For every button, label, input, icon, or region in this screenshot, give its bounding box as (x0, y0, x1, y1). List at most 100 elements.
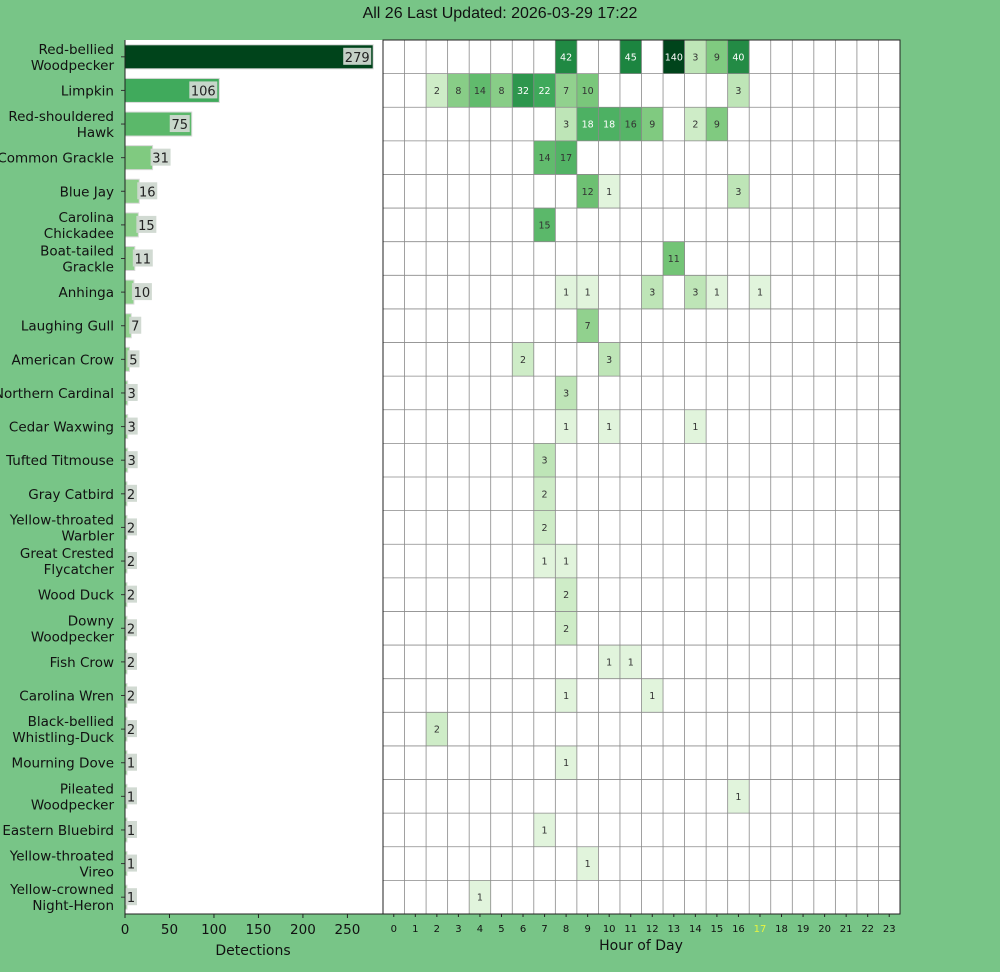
heatmap-cell-value: 1 (542, 557, 548, 568)
heatmap-cell-value: 12 (582, 187, 594, 198)
bar (124, 178, 140, 204)
heatmap-cell (533, 140, 556, 175)
bar-category-label: Red-shouldered (8, 109, 114, 125)
heatmap-cell (533, 443, 556, 477)
heatmap-cell (555, 73, 577, 108)
bar-value-label-box (125, 619, 137, 637)
hour-tick-label: 20 (818, 924, 831, 935)
bar-value-label-box (125, 383, 138, 401)
heatmap-cell (555, 409, 577, 444)
bar-category-label: Woodpecker (31, 58, 115, 74)
bar-value-label-box (125, 753, 137, 771)
heatmap-cell (576, 107, 599, 141)
heatmap-cell (555, 40, 577, 74)
bar-value-label-box (136, 215, 157, 233)
heatmap-cell-value: 1 (649, 691, 655, 702)
heatmap-cell (663, 40, 685, 74)
bar-value-label-box (150, 148, 171, 166)
bar-category-label: Red-bellied (38, 42, 114, 58)
bar-value-label-box (169, 115, 190, 133)
heatmap-cell (512, 342, 534, 377)
bar-category-label: Woodpecker (31, 797, 115, 813)
heatmap-cell-value: 1 (606, 187, 612, 198)
bar-category-label: Yellow-crowned (9, 882, 114, 898)
bar-value-label: 2 (127, 723, 135, 738)
heatmap-cell (749, 275, 771, 309)
bar-value-label: 2 (127, 589, 135, 604)
heatmap-cell-value: 3 (606, 355, 612, 366)
heatmap-cell (533, 208, 556, 242)
bar-category-label: Warbler (62, 528, 115, 544)
heatmap-cell-value: 7 (585, 321, 591, 332)
heatmap-cell (469, 73, 491, 108)
heatmap-cell (555, 745, 577, 780)
page-title: All 26 Last Updated: 2026-03-29 17:22 (362, 5, 638, 22)
heatmap-cell (684, 107, 707, 141)
heatmap-cell (555, 275, 577, 309)
heatmap-cell-value: 2 (563, 590, 569, 601)
bar-value-label-box (137, 182, 158, 200)
heatmap-cell-value: 1 (585, 859, 591, 870)
bar-category-label: Night-Heron (32, 898, 114, 914)
bar-value-label-box (125, 820, 137, 838)
bar-value-label-box (125, 451, 138, 469)
heatmap-cell-value: 45 (625, 52, 637, 63)
heatmap-cell (684, 275, 707, 309)
heatmap-cell (727, 779, 750, 814)
heatmap-cell (576, 73, 599, 108)
heatmap-cell-value: 10 (582, 86, 594, 97)
heatmap-cell (727, 174, 750, 209)
bar-category-label: Anhinga (59, 285, 115, 301)
hour-tick-label: 13 (667, 924, 680, 935)
heatmap-cell-value: 2 (434, 725, 440, 736)
x-tick-label: 250 (335, 922, 361, 938)
bar-category-label: Cedar Waxwing (9, 420, 114, 436)
bar (124, 145, 154, 171)
heatmap-x-axis-label: Hour of Day (599, 938, 683, 954)
heatmap-cell-value: 40 (732, 52, 744, 63)
heatmap-cell (663, 241, 685, 276)
bar-category-label: Woodpecker (31, 629, 115, 645)
heatmap-cell-value: 9 (714, 52, 720, 63)
bar-category-label: Northern Cardinal (0, 386, 114, 402)
bar-value-label-box (125, 787, 137, 805)
bar-category-label: Boat-tailed (40, 244, 114, 260)
heatmap-cell (576, 308, 599, 343)
hour-tick-label: 19 (797, 924, 810, 935)
heatmap-cell-value: 8 (455, 86, 461, 97)
bar-category-label: Hawk (77, 125, 114, 141)
bar-category-label: Whistling-Duck (12, 730, 114, 746)
bar-plot-area (125, 40, 383, 914)
heatmap-cell-value: 1 (563, 557, 569, 568)
bar-category-label: Limpkin (61, 83, 114, 99)
heatmap-cell-value: 18 (582, 120, 594, 131)
bar-value-label: 7 (131, 320, 139, 335)
heatmap-cell-value: 3 (542, 456, 548, 467)
heatmap-cell (706, 275, 728, 309)
hour-tick-label: 3 (455, 924, 461, 935)
heatmap-cell (555, 577, 577, 612)
bar-category-label: Yellow-throated (9, 849, 114, 865)
bar-value-label: 15 (138, 219, 155, 234)
bar-category-label: Carolina (58, 210, 114, 226)
hour-tick-label: 2 (434, 924, 440, 935)
bar-category-label: Flycatcher (44, 562, 115, 578)
hour-tick-label: 7 (541, 924, 547, 935)
heatmap-cell-value: 3 (735, 86, 741, 97)
heatmap-cell-value: 1 (714, 288, 720, 299)
heatmap-cell-value: 2 (692, 120, 698, 131)
heatmap-cell-value: 3 (649, 288, 655, 299)
bar-category-label: Eastern Bluebird (2, 823, 114, 839)
heatmap-cell-value: 2 (542, 523, 548, 534)
heatmap-cell-value: 1 (563, 758, 569, 769)
heatmap-cell (555, 376, 577, 410)
bar-value-label-box (131, 283, 152, 301)
hour-tick-label: 12 (646, 924, 659, 935)
heatmap-cell (619, 645, 642, 679)
bar-value-label: 2 (127, 622, 135, 637)
x-tick-label: 150 (246, 922, 272, 938)
heatmap-cell (641, 275, 664, 309)
bar (124, 212, 139, 238)
heatmap-cell-value: 14 (474, 86, 486, 97)
x-tick-label: 200 (290, 922, 316, 938)
